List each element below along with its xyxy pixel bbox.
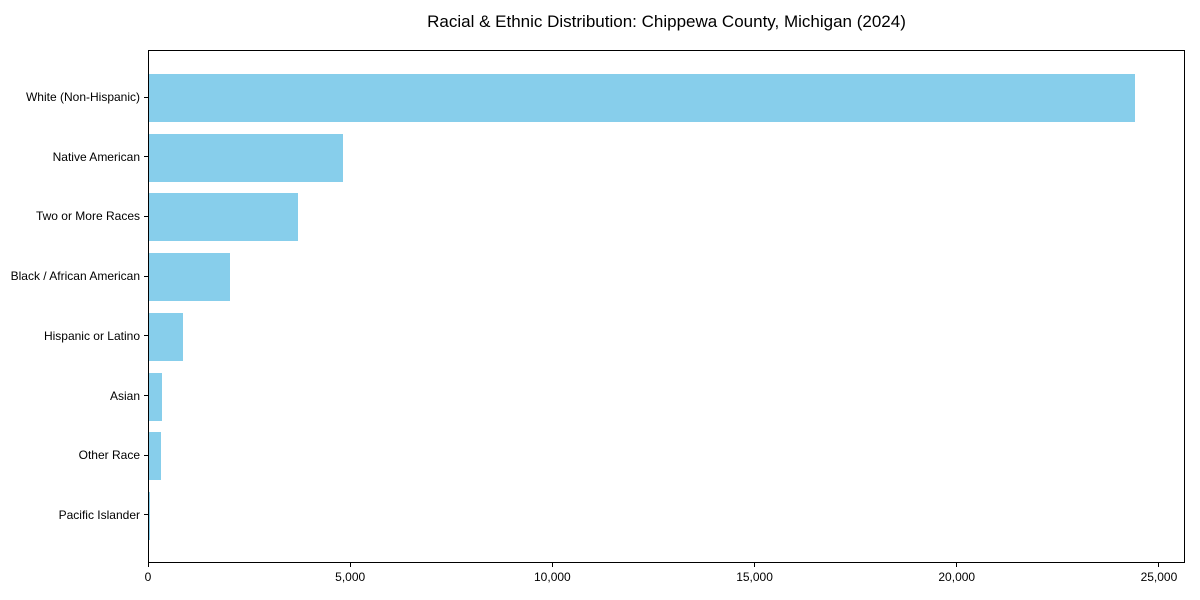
y-tick-mark xyxy=(144,454,148,456)
x-tick-label-25000: 25,000 xyxy=(1140,570,1178,584)
bar-other-race xyxy=(149,432,162,481)
bar-asian xyxy=(149,372,162,421)
y-tick-mark xyxy=(144,156,148,158)
y-tick-label-other-race: Other Race xyxy=(78,448,140,463)
bar-white-non-hispanic xyxy=(149,74,1135,122)
y-tick-mark xyxy=(144,215,148,217)
y-tick-label-two-or-more-races: Two or More Races xyxy=(35,209,140,224)
bar-native-american xyxy=(149,133,343,182)
x-tick-label-20000: 20,000 xyxy=(938,570,976,584)
y-tick-label-white-non-hispanic: White (Non-Hispanic) xyxy=(25,90,140,104)
x-tick-label-15000: 15,000 xyxy=(736,570,773,584)
y-axis-labels: White (Non-Hispanic) Native American Two o… xyxy=(0,50,140,563)
plot-area xyxy=(148,50,1185,563)
x-tick-mark xyxy=(754,563,756,567)
y-tick-mark xyxy=(144,275,148,277)
y-tick-mark xyxy=(144,395,148,396)
x-tick-label-0: 0 xyxy=(144,570,152,584)
bar-two-or-more-races xyxy=(149,193,299,242)
x-tick-mark xyxy=(349,563,351,567)
bar-black-african-american xyxy=(149,253,230,302)
bar-hispanic-or-latino xyxy=(149,312,184,361)
x-tick-mark xyxy=(147,563,149,567)
y-tick-mark xyxy=(144,335,148,337)
chart-title: Racial & Ethnic Distribution: Chippewa C… xyxy=(427,12,906,31)
y-tick-label-native-american: Native American xyxy=(52,149,140,164)
y-tick-label-asian: Asian xyxy=(109,388,140,403)
x-tick-mark xyxy=(551,563,553,567)
x-tick-mark xyxy=(1158,563,1160,567)
y-tick-label-hispanic-or-latino: Hispanic or Latino xyxy=(43,328,140,343)
x-tick-label-5000: 5,000 xyxy=(335,570,366,584)
y-tick-mark xyxy=(144,96,148,98)
y-tick-label-pacific-islander: Pacific Islander xyxy=(58,507,140,522)
y-tick-label-black-african-american: Black / African American xyxy=(10,269,140,284)
y-tick-mark xyxy=(144,514,148,516)
x-tick-label-10000: 10,000 xyxy=(534,570,571,584)
x-tick-mark xyxy=(956,563,958,567)
